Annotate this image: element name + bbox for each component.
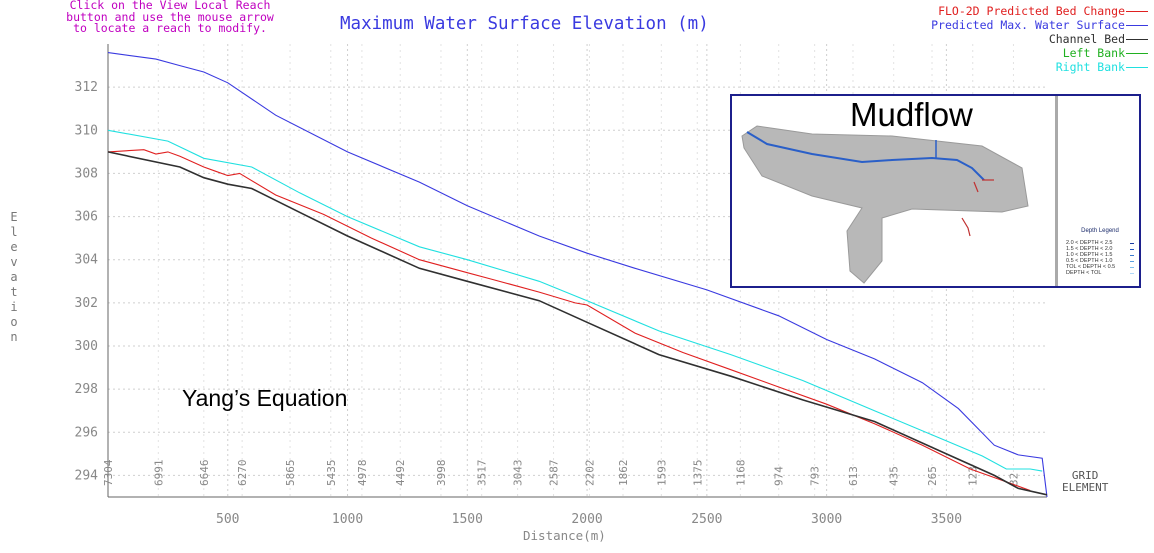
flow-channel (746, 131, 985, 181)
legend-item-left-bank: Left Bank (931, 46, 1148, 60)
mudflow-inset: Mudflow Depth Legend 2.0 < DEPTH < 2.5 1… (730, 94, 1141, 288)
grid-element-tick-label: 3998 (435, 460, 448, 487)
depth-legend-swatch (1130, 249, 1134, 250)
x-tick-label: 3500 (931, 512, 962, 527)
grid-element-tick-label: 2202 (583, 460, 596, 487)
depth-legend-swatch (1130, 243, 1134, 244)
depth-legend-label: DEPTH < TOL (1066, 270, 1102, 276)
depth-legend-swatch (1130, 273, 1134, 274)
grid-element-tick-label: 1862 (617, 460, 630, 487)
series-line (107, 52, 1048, 498)
x-tick-label: 1500 (452, 512, 483, 527)
depth-legend-label: 0.5 < DEPTH < 1.0 (1066, 258, 1113, 264)
grid-element-tick-label: 613 (847, 466, 860, 486)
y-tick-label: 300 (75, 339, 98, 354)
depth-legend-swatch (1130, 255, 1134, 256)
x-tick-label: 1000 (332, 512, 363, 527)
depth-legend: Depth Legend 2.0 < DEPTH < 2.5 1.5 < DEP… (1066, 228, 1134, 276)
y-tick-label: 312 (75, 80, 98, 95)
y-tick-label: 308 (75, 166, 98, 181)
y-tick-label: 294 (75, 468, 99, 483)
legend-item-water-surface: Predicted Max. Water Surface (931, 18, 1148, 32)
y-tick-label: 306 (75, 210, 98, 225)
legend-swatch (1126, 39, 1148, 40)
grid-element-tick-label: 6991 (152, 460, 165, 487)
depth-legend-item: 1.0 < DEPTH < 1.5 (1066, 252, 1134, 258)
grid-element-tick-label: 123 (967, 466, 980, 486)
x-axis-label: Distance(m) (523, 528, 606, 543)
inset-divider (1055, 96, 1058, 286)
grid-element-tick-label: 4978 (356, 460, 369, 487)
grid-element-tick-label: 1593 (655, 460, 668, 487)
grid-element-tick-label: 265 (926, 466, 939, 486)
chart-title: Maximum Water Surface Elevation (m) (340, 14, 709, 34)
legend-label: Left Bank (1062, 46, 1125, 60)
grid-element-label: GRID ELEMENT (1062, 469, 1109, 494)
grid-element-tick-label: 3043 (512, 460, 525, 487)
depth-legend-swatch (1130, 267, 1134, 268)
legend: FLO-2D Predicted Bed Change Predicted Ma… (931, 4, 1148, 74)
grid-element-tick-label: 435 (888, 466, 901, 486)
equation-annotation: Yang’s Equation (182, 385, 348, 411)
instruction-text: Click on the View Local Reach button and… (66, 0, 274, 35)
x-tick-label: 3000 (811, 512, 842, 527)
depth-legend-label: 1.5 < DEPTH < 2.0 (1066, 246, 1113, 252)
grid-element-tick-label: 2587 (548, 460, 561, 487)
depth-legend-swatch (1130, 261, 1134, 262)
legend-label: FLO-2D Predicted Bed Change (938, 4, 1125, 18)
x-tick-label: 500 (216, 512, 239, 527)
depth-legend-item: TOL < DEPTH < 0.5 (1066, 264, 1134, 270)
grid-element-tick-label: 3517 (476, 459, 489, 486)
legend-label: Predicted Max. Water Surface (931, 18, 1125, 32)
grid-element-tick-label: 5435 (325, 460, 338, 487)
legend-item-channel-bed: Channel Bed (931, 32, 1148, 46)
depth-legend-item: 2.0 < DEPTH < 2.5 (1066, 240, 1134, 246)
grid-element-tick-label: 793 (809, 466, 822, 486)
grid-element-tick-label: 6270 (236, 460, 249, 487)
legend-label: Channel Bed (1048, 32, 1125, 46)
y-tick-label: 304 (75, 253, 99, 268)
legend-item-bed-change: FLO-2D Predicted Bed Change (931, 4, 1148, 18)
depth-legend-item: 0.5 < DEPTH < 1.0 (1066, 258, 1134, 264)
bed-change-mark (961, 217, 971, 237)
depth-legend-item: 1.5 < DEPTH < 2.0 (1066, 246, 1134, 252)
grid-element-tick-label: 974 (773, 466, 786, 486)
depth-legend-label: 2.0 < DEPTH < 2.5 (1066, 240, 1113, 246)
legend-swatch (1126, 53, 1148, 54)
mudflow-map (741, 125, 1029, 284)
bed-change-mark (973, 181, 979, 193)
legend-swatch (1126, 25, 1148, 26)
depth-legend-label: TOL < DEPTH < 0.5 (1066, 264, 1116, 270)
y-tick-label: 302 (75, 296, 98, 311)
depth-legend-label: 1.0 < DEPTH < 1.5 (1066, 252, 1113, 258)
y-tick-label: 298 (75, 382, 98, 397)
y-tick-label: 296 (75, 425, 98, 440)
inset-title: Mudflow (850, 96, 973, 133)
x-tick-label: 2500 (691, 512, 722, 527)
legend-item-right-bank: Right Bank (931, 60, 1148, 74)
grid-element-tick-label: 6646 (198, 460, 211, 487)
series-line (107, 151, 1048, 496)
y-tick-label: 310 (75, 123, 98, 138)
flow-area (741, 125, 1029, 284)
x-tick-label: 2000 (571, 512, 602, 527)
series-line (107, 129, 1043, 472)
legend-swatch (1126, 11, 1148, 12)
grid-element-tick-label: 1375 (691, 460, 704, 487)
grid-element-tick-label: 5865 (284, 460, 297, 487)
grid-element-tick-label: 4492 (394, 460, 407, 487)
depth-legend-item: DEPTH < TOL (1066, 270, 1134, 276)
legend-swatch (1126, 67, 1148, 68)
grid-element-tick-label: 7304 (102, 459, 115, 486)
grid-element-tick-label: 1168 (734, 460, 747, 487)
y-axis-label: Elevation (10, 210, 18, 344)
grid-element-tick-label: 32 (1007, 473, 1020, 486)
depth-legend-title: Depth Legend (1081, 228, 1119, 234)
legend-label: Right Bank (1055, 60, 1125, 74)
